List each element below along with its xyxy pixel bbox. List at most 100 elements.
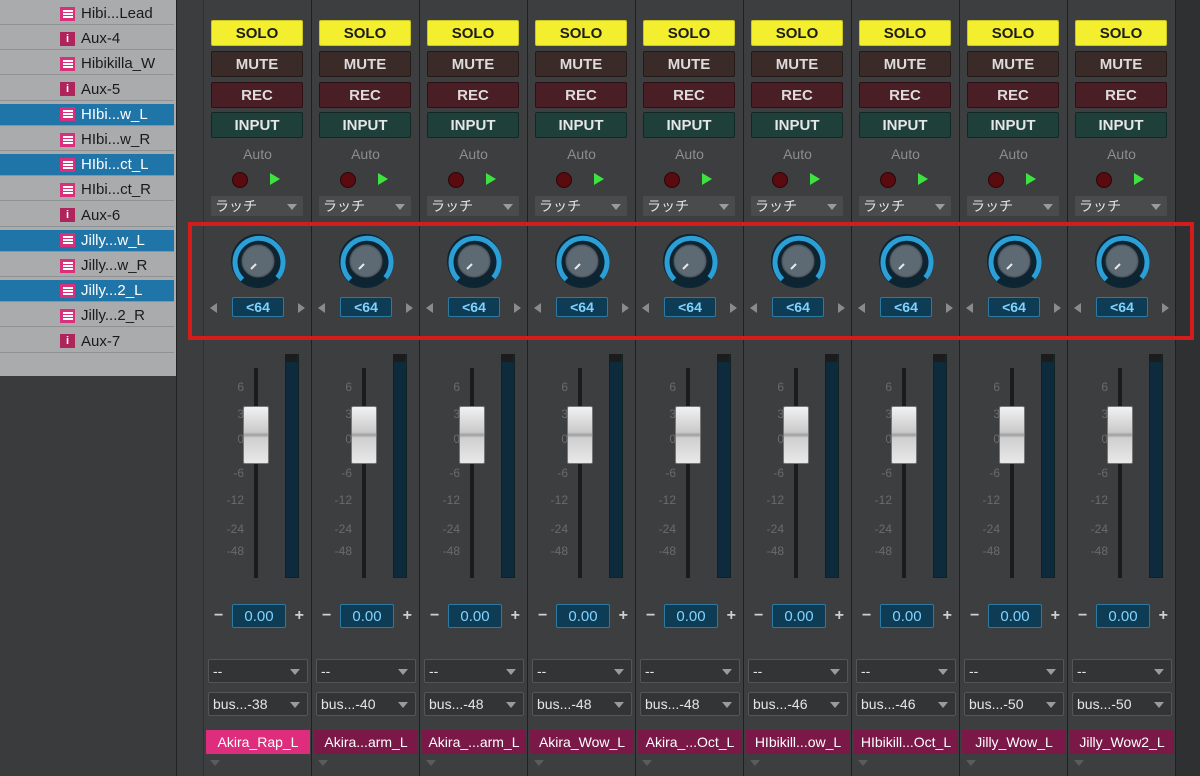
track-list-item[interactable]: Jilly...2_R	[0, 305, 174, 328]
input-button[interactable]: INPUT	[1075, 112, 1167, 138]
solo-button[interactable]: SOLO	[427, 20, 519, 46]
solo-button[interactable]: SOLO	[859, 20, 951, 46]
record-dot-icon[interactable]	[664, 172, 680, 188]
mute-button[interactable]: MUTE	[967, 51, 1059, 77]
pan-knob[interactable]	[553, 232, 611, 290]
rec-button[interactable]: REC	[643, 82, 735, 108]
pan-right-arrow-icon[interactable]	[946, 303, 953, 313]
pan-value[interactable]: <64	[988, 297, 1040, 317]
channel-name[interactable]: Jilly_Wow_L	[962, 730, 1066, 754]
volume-decrease-button[interactable]: −	[430, 607, 440, 624]
pan-left-arrow-icon[interactable]	[966, 303, 973, 313]
pan-left-arrow-icon[interactable]	[858, 303, 865, 313]
track-list-item[interactable]: Aux-4	[0, 28, 174, 51]
mute-button[interactable]: MUTE	[211, 51, 303, 77]
pan-knob[interactable]	[337, 232, 395, 290]
volume-value[interactable]: 0.00	[556, 604, 610, 628]
record-dot-icon[interactable]	[340, 172, 356, 188]
play-triangle-icon[interactable]	[486, 173, 496, 185]
input-button[interactable]: INPUT	[535, 112, 627, 138]
play-triangle-icon[interactable]	[1134, 173, 1144, 185]
volume-increase-button[interactable]: +	[726, 607, 736, 624]
bus-select[interactable]: bus...-40	[316, 692, 416, 716]
pan-value[interactable]: <64	[664, 297, 716, 317]
input-button[interactable]: INPUT	[859, 112, 951, 138]
pan-knob[interactable]	[769, 232, 827, 290]
input-button[interactable]: INPUT	[319, 112, 411, 138]
track-list-item[interactable]: Aux-7	[0, 331, 174, 353]
volume-fader-handle[interactable]	[459, 406, 485, 464]
volume-fader-handle[interactable]	[999, 406, 1025, 464]
pan-knob[interactable]	[985, 232, 1043, 290]
automation-mode-select[interactable]: ラッチ	[751, 196, 843, 216]
input-button[interactable]: INPUT	[427, 112, 519, 138]
track-list-item[interactable]: Jilly...w_R	[0, 255, 174, 277]
solo-button[interactable]: SOLO	[211, 20, 303, 46]
send-select[interactable]: --	[964, 659, 1064, 683]
track-list-item[interactable]: Hibi...Lead	[0, 3, 174, 25]
send-select[interactable]: --	[856, 659, 956, 683]
channel-name[interactable]: Akira_Rap_L	[206, 730, 310, 754]
volume-increase-button[interactable]: +	[942, 607, 952, 624]
chevron-down-icon[interactable]	[750, 760, 760, 766]
pan-value[interactable]: <64	[340, 297, 392, 317]
chevron-down-icon[interactable]	[858, 760, 868, 766]
mute-button[interactable]: MUTE	[427, 51, 519, 77]
record-dot-icon[interactable]	[772, 172, 788, 188]
volume-value[interactable]: 0.00	[1096, 604, 1150, 628]
record-dot-icon[interactable]	[1096, 172, 1112, 188]
volume-increase-button[interactable]: +	[618, 607, 628, 624]
pan-left-arrow-icon[interactable]	[1074, 303, 1081, 313]
automation-mode-select[interactable]: ラッチ	[967, 196, 1059, 216]
play-triangle-icon[interactable]	[810, 173, 820, 185]
automation-mode-select[interactable]: ラッチ	[427, 196, 519, 216]
volume-decrease-button[interactable]: −	[970, 607, 980, 624]
volume-fader-handle[interactable]	[351, 406, 377, 464]
rec-button[interactable]: REC	[859, 82, 951, 108]
volume-value[interactable]: 0.00	[448, 604, 502, 628]
play-triangle-icon[interactable]	[594, 173, 604, 185]
pan-value[interactable]: <64	[556, 297, 608, 317]
volume-increase-button[interactable]: +	[834, 607, 844, 624]
pan-knob[interactable]	[661, 232, 719, 290]
solo-button[interactable]: SOLO	[751, 20, 843, 46]
pan-left-arrow-icon[interactable]	[642, 303, 649, 313]
send-select[interactable]: --	[208, 659, 308, 683]
pan-left-arrow-icon[interactable]	[210, 303, 217, 313]
pan-knob[interactable]	[229, 232, 287, 290]
pan-knob[interactable]	[1093, 232, 1151, 290]
bus-select[interactable]: bus...-38	[208, 692, 308, 716]
pan-left-arrow-icon[interactable]	[750, 303, 757, 313]
rec-button[interactable]: REC	[1075, 82, 1167, 108]
pan-right-arrow-icon[interactable]	[406, 303, 413, 313]
mute-button[interactable]: MUTE	[535, 51, 627, 77]
mute-button[interactable]: MUTE	[751, 51, 843, 77]
track-list-item[interactable]: HIbi...ct_L	[0, 154, 174, 177]
send-select[interactable]: --	[1072, 659, 1172, 683]
automation-mode-select[interactable]: ラッチ	[643, 196, 735, 216]
volume-decrease-button[interactable]: −	[1078, 607, 1088, 624]
chevron-down-icon[interactable]	[426, 760, 436, 766]
volume-fader-handle[interactable]	[891, 406, 917, 464]
play-triangle-icon[interactable]	[702, 173, 712, 185]
pan-right-arrow-icon[interactable]	[514, 303, 521, 313]
volume-increase-button[interactable]: +	[510, 607, 520, 624]
track-list-item[interactable]: HIbi...w_L	[0, 103, 174, 126]
play-triangle-icon[interactable]	[1026, 173, 1036, 185]
mute-button[interactable]: MUTE	[859, 51, 951, 77]
record-dot-icon[interactable]	[988, 172, 1004, 188]
pan-value[interactable]: <64	[880, 297, 932, 317]
pan-left-arrow-icon[interactable]	[534, 303, 541, 313]
channel-name[interactable]: HIbikill...ow_L	[746, 730, 850, 754]
track-list-item[interactable]: Jilly...2_L	[0, 280, 174, 303]
volume-value[interactable]: 0.00	[232, 604, 286, 628]
send-select[interactable]: --	[424, 659, 524, 683]
solo-button[interactable]: SOLO	[319, 20, 411, 46]
volume-increase-button[interactable]: +	[1158, 607, 1168, 624]
track-list-item[interactable]: Aux-5	[0, 79, 174, 101]
play-triangle-icon[interactable]	[270, 173, 280, 185]
play-triangle-icon[interactable]	[918, 173, 928, 185]
automation-mode-select[interactable]: ラッチ	[319, 196, 411, 216]
track-list-item[interactable]: HIbi...ct_R	[0, 179, 174, 202]
bus-select[interactable]: bus...-48	[424, 692, 524, 716]
